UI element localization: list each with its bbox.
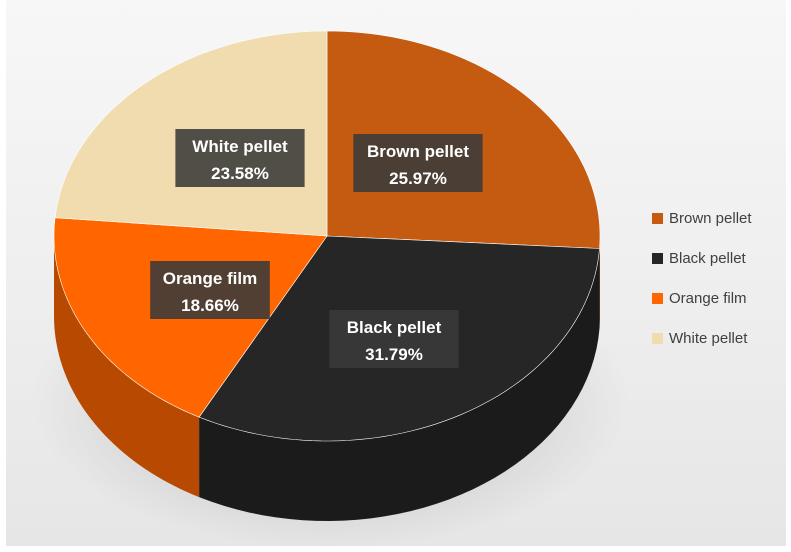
legend-label: Brown pellet — [669, 209, 752, 227]
data-label-value: 31.79% — [365, 345, 423, 364]
legend-item-brown-pellet: Brown pellet — [652, 205, 782, 231]
data-label-category: Orange film — [163, 269, 257, 288]
data-label-white-pellet: White pellet 23.58% — [175, 129, 305, 187]
data-label-orange-film: Orange film 18.66% — [150, 261, 270, 319]
legend-swatch-white-pellet — [652, 332, 663, 344]
pie-side-black-pellet — [199, 248, 600, 521]
data-label-box — [353, 134, 483, 192]
legend-swatch-black-pellet — [652, 252, 663, 264]
data-label-value: 18.66% — [181, 296, 239, 315]
legend-swatch-brown-pellet — [652, 212, 663, 224]
pie-data-labels: Brown pellet 25.97% Black pellet 31.79% Oran… — [150, 129, 483, 368]
pie-sides — [54, 236, 600, 521]
legend-item-white-pellet: White pellet — [652, 325, 782, 351]
pie-side-brown-pellet — [599, 236, 600, 329]
pie-side-orange-film — [54, 236, 200, 498]
data-label-value: 23.58% — [211, 164, 269, 183]
legend-label: Orange film — [669, 289, 747, 307]
data-label-value: 25.97% — [389, 169, 447, 188]
data-label-category: White pellet — [192, 137, 288, 156]
legend-swatch-orange-film — [652, 292, 663, 304]
data-label-brown-pellet: Brown pellet 25.97% — [353, 134, 483, 192]
legend-label: Black pellet — [669, 249, 746, 267]
data-label-box — [329, 310, 459, 368]
data-label-box — [150, 261, 270, 319]
legend: Brown pellet Black pellet Orange film Wh… — [652, 205, 782, 365]
data-label-box — [175, 129, 305, 187]
legend-item-black-pellet: Black pellet — [652, 245, 782, 271]
data-label-category: Black pellet — [347, 318, 442, 337]
data-label-black-pellet: Black pellet 31.79% — [329, 310, 459, 368]
legend-item-orange-film: Orange film — [652, 285, 782, 311]
data-label-category: Brown pellet — [367, 142, 469, 161]
legend-label: White pellet — [669, 329, 748, 347]
pie-top — [53, 30, 601, 442]
